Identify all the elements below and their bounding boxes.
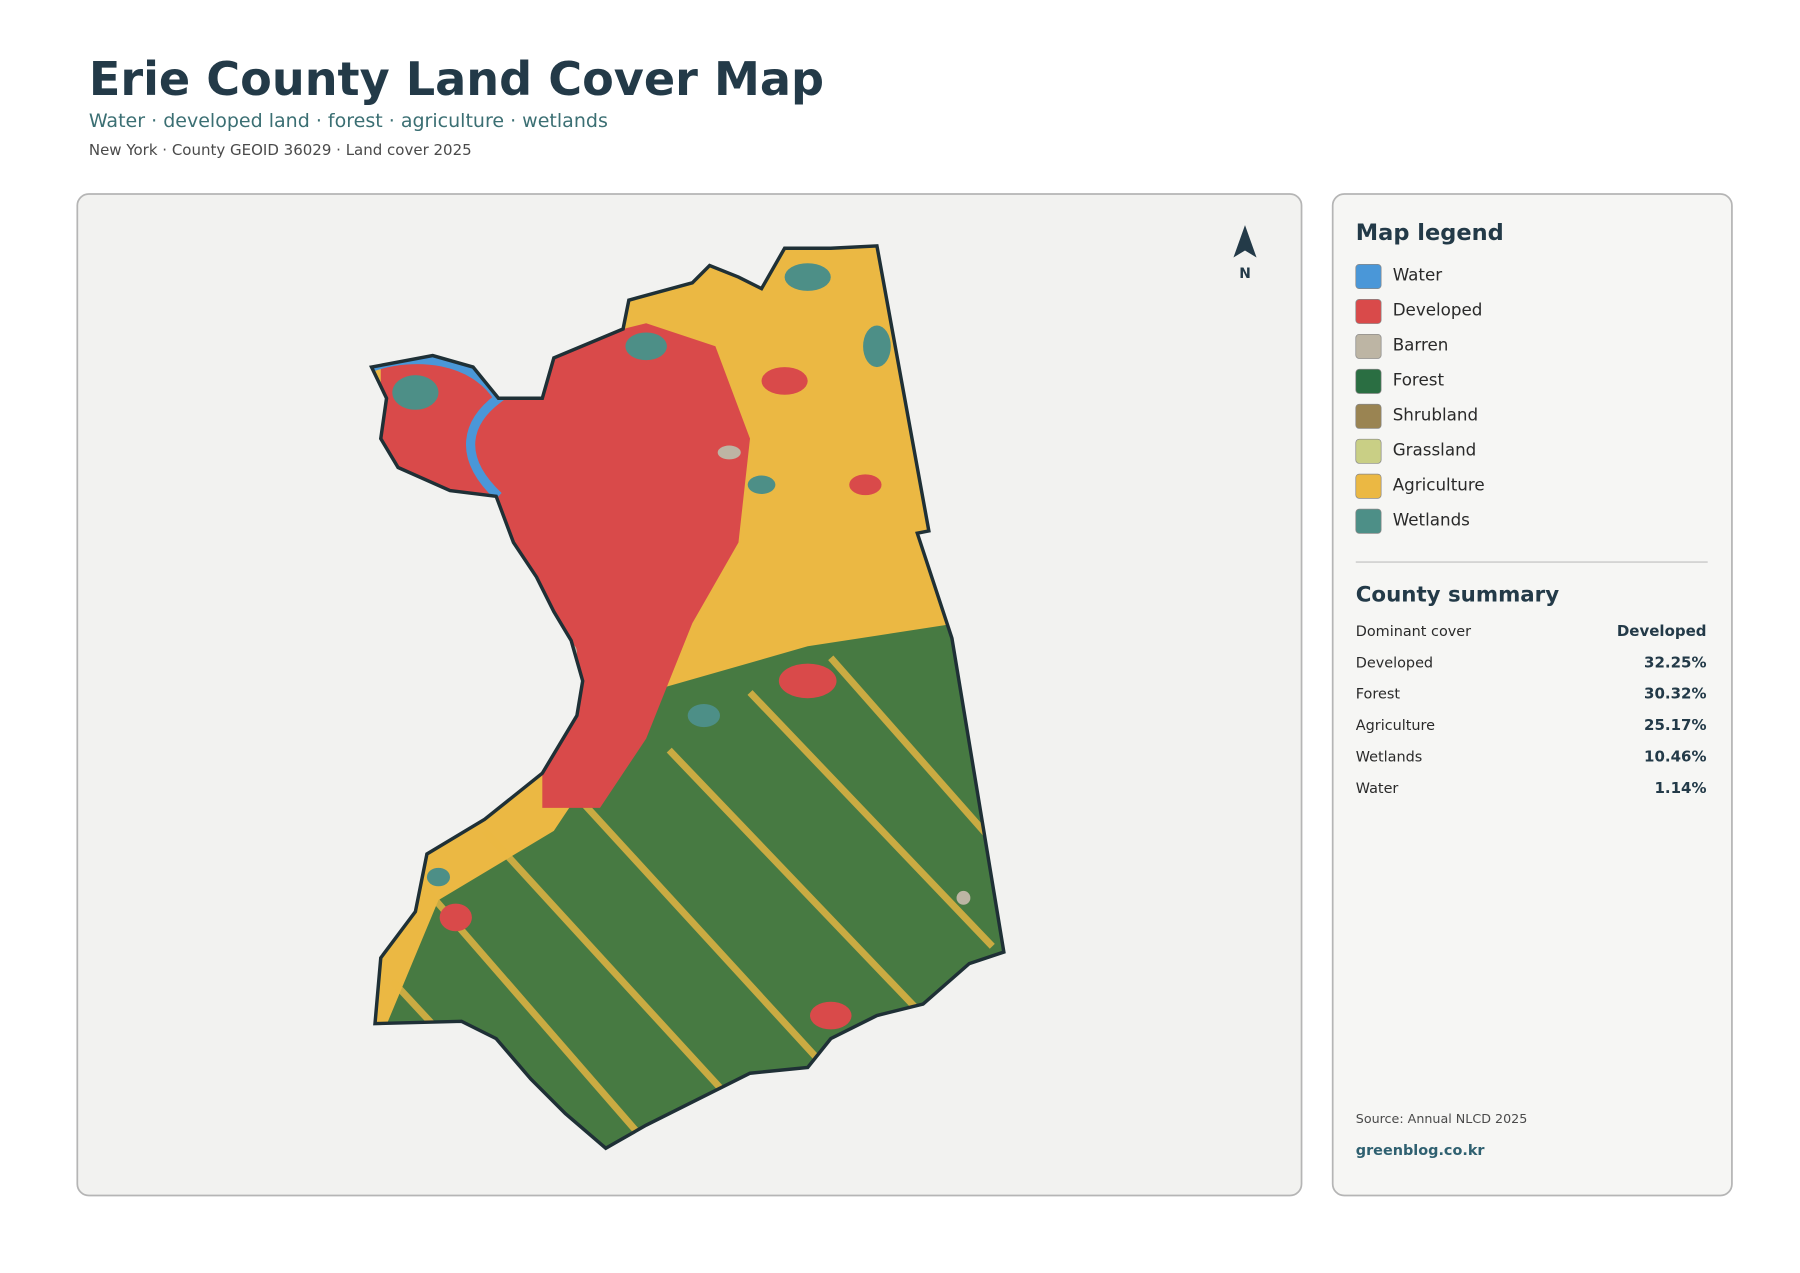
north-label: N: [1239, 266, 1251, 282]
summary-table: Dominant cover Developed Developed 32.25% Fo…: [1356, 622, 1707, 797]
source: Source: Annual NLCD 2025: [1356, 1111, 1528, 1126]
summary-label: Water: [1356, 781, 1399, 797]
summary-value: 25.17%: [1644, 716, 1706, 734]
legend-swatch: [1355, 333, 1382, 359]
county-map: [371, 245, 1004, 1149]
title: Erie County Land Cover Map: [89, 52, 824, 106]
subtitle: Water · developed land · forest · agricu…: [89, 110, 608, 132]
summary-label: Dominant cover: [1356, 624, 1471, 640]
legend-swatch: [1355, 368, 1382, 394]
side-panel: [1331, 193, 1733, 1197]
summary-label: Forest: [1356, 687, 1401, 703]
summary-value: 10.46%: [1644, 747, 1706, 765]
legend-label: Barren: [1393, 334, 1449, 354]
legend-label: Wetlands: [1393, 509, 1470, 529]
summary-value: Developed: [1617, 622, 1707, 640]
summary-label: Wetlands: [1356, 749, 1423, 765]
legend-label: Forest: [1393, 369, 1445, 389]
summary-label: Agriculture: [1356, 718, 1435, 734]
wetland-patches: [392, 263, 891, 887]
summary-title: County summary: [1356, 582, 1559, 607]
north-arrow: [1233, 225, 1257, 258]
legend-swatch: [1355, 438, 1382, 464]
legend-title: Map legend: [1356, 220, 1504, 246]
legend-label: Agriculture: [1393, 474, 1485, 494]
summary-value: 32.25%: [1644, 653, 1706, 671]
summary-label: Developed: [1356, 655, 1433, 671]
meta: New York · County GEOID 36029 · Land cov…: [89, 141, 472, 159]
summary-value: 1.14%: [1654, 779, 1706, 797]
site-link: greenblog.co.kr: [1356, 1143, 1486, 1159]
legend-label: Shrubland: [1393, 404, 1478, 424]
legend: Water Developed Barren Forest Shrubland Grass…: [1355, 264, 1485, 534]
legend-swatch: [1355, 508, 1382, 534]
legend-swatch: [1355, 298, 1382, 324]
developed-patches: [439, 367, 882, 1030]
legend-label: Grassland: [1393, 439, 1477, 459]
summary-value: 30.32%: [1644, 685, 1706, 703]
legend-label: Water: [1393, 265, 1443, 285]
legend-swatch: [1355, 403, 1382, 429]
legend-swatch: [1355, 473, 1382, 499]
legend-label: Developed: [1393, 299, 1483, 319]
legend-swatch: [1355, 264, 1382, 289]
